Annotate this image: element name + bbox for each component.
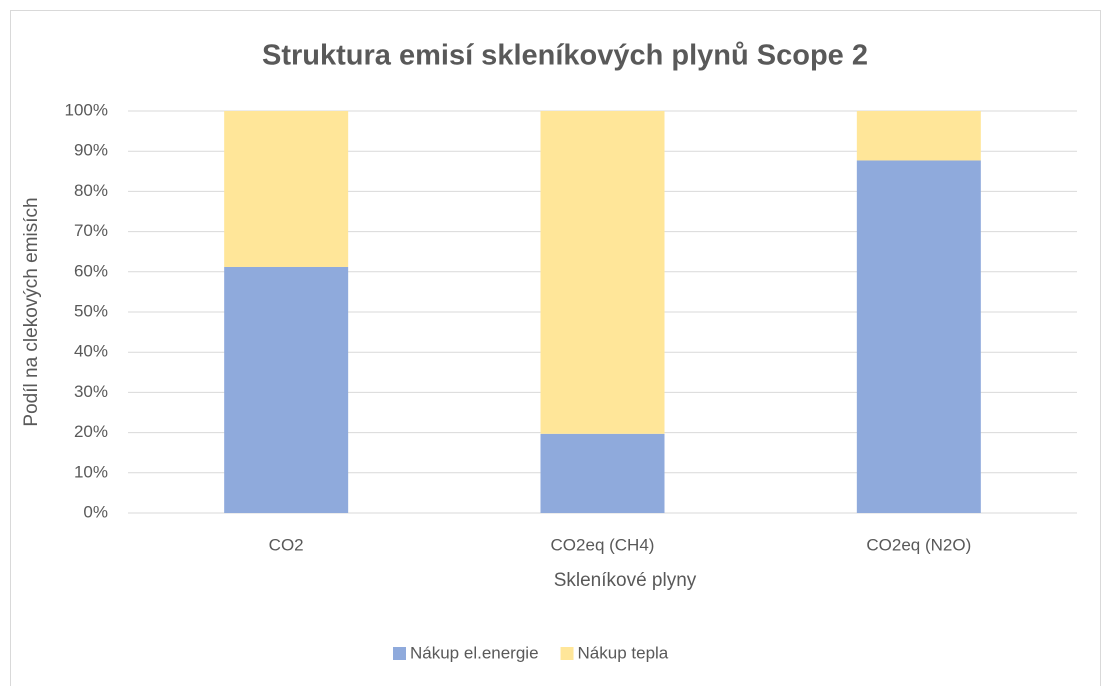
- y-tick-label: 90%: [74, 141, 108, 160]
- y-tick-label: 20%: [74, 422, 108, 441]
- y-tick-label: 40%: [74, 342, 108, 361]
- legend-label: Nákup tepla: [578, 643, 669, 662]
- bar: [856, 160, 981, 514]
- bar: [224, 111, 349, 267]
- y-tick-label: 100%: [65, 100, 108, 119]
- y-tick-label: 0%: [83, 502, 108, 521]
- y-tick-label: 70%: [74, 221, 108, 240]
- x-tick-label: CO2eq (N2O): [866, 535, 971, 554]
- x-axis-label: Skleníkové plyny: [554, 570, 697, 591]
- bar: [224, 266, 349, 513]
- x-tick-label: CO2: [269, 535, 304, 554]
- legend-swatch: [560, 647, 574, 660]
- bar: [540, 433, 665, 513]
- x-tick-label: CO2eq (CH4): [551, 535, 655, 554]
- y-tick-label: 10%: [74, 462, 108, 481]
- chart-title: Struktura emisí skleníkových plynů Scope…: [262, 40, 868, 72]
- legend-label: Nákup el.energie: [410, 643, 539, 662]
- y-tick-label: 50%: [74, 301, 108, 320]
- bar: [856, 111, 981, 161]
- y-tick-label: 60%: [74, 261, 108, 280]
- legend-swatch: [393, 647, 406, 660]
- y-axis-label: Podíl na clekových emisích: [21, 197, 42, 426]
- y-tick-label: 80%: [74, 181, 108, 200]
- y-tick-label: 30%: [74, 382, 108, 401]
- bar: [540, 111, 665, 434]
